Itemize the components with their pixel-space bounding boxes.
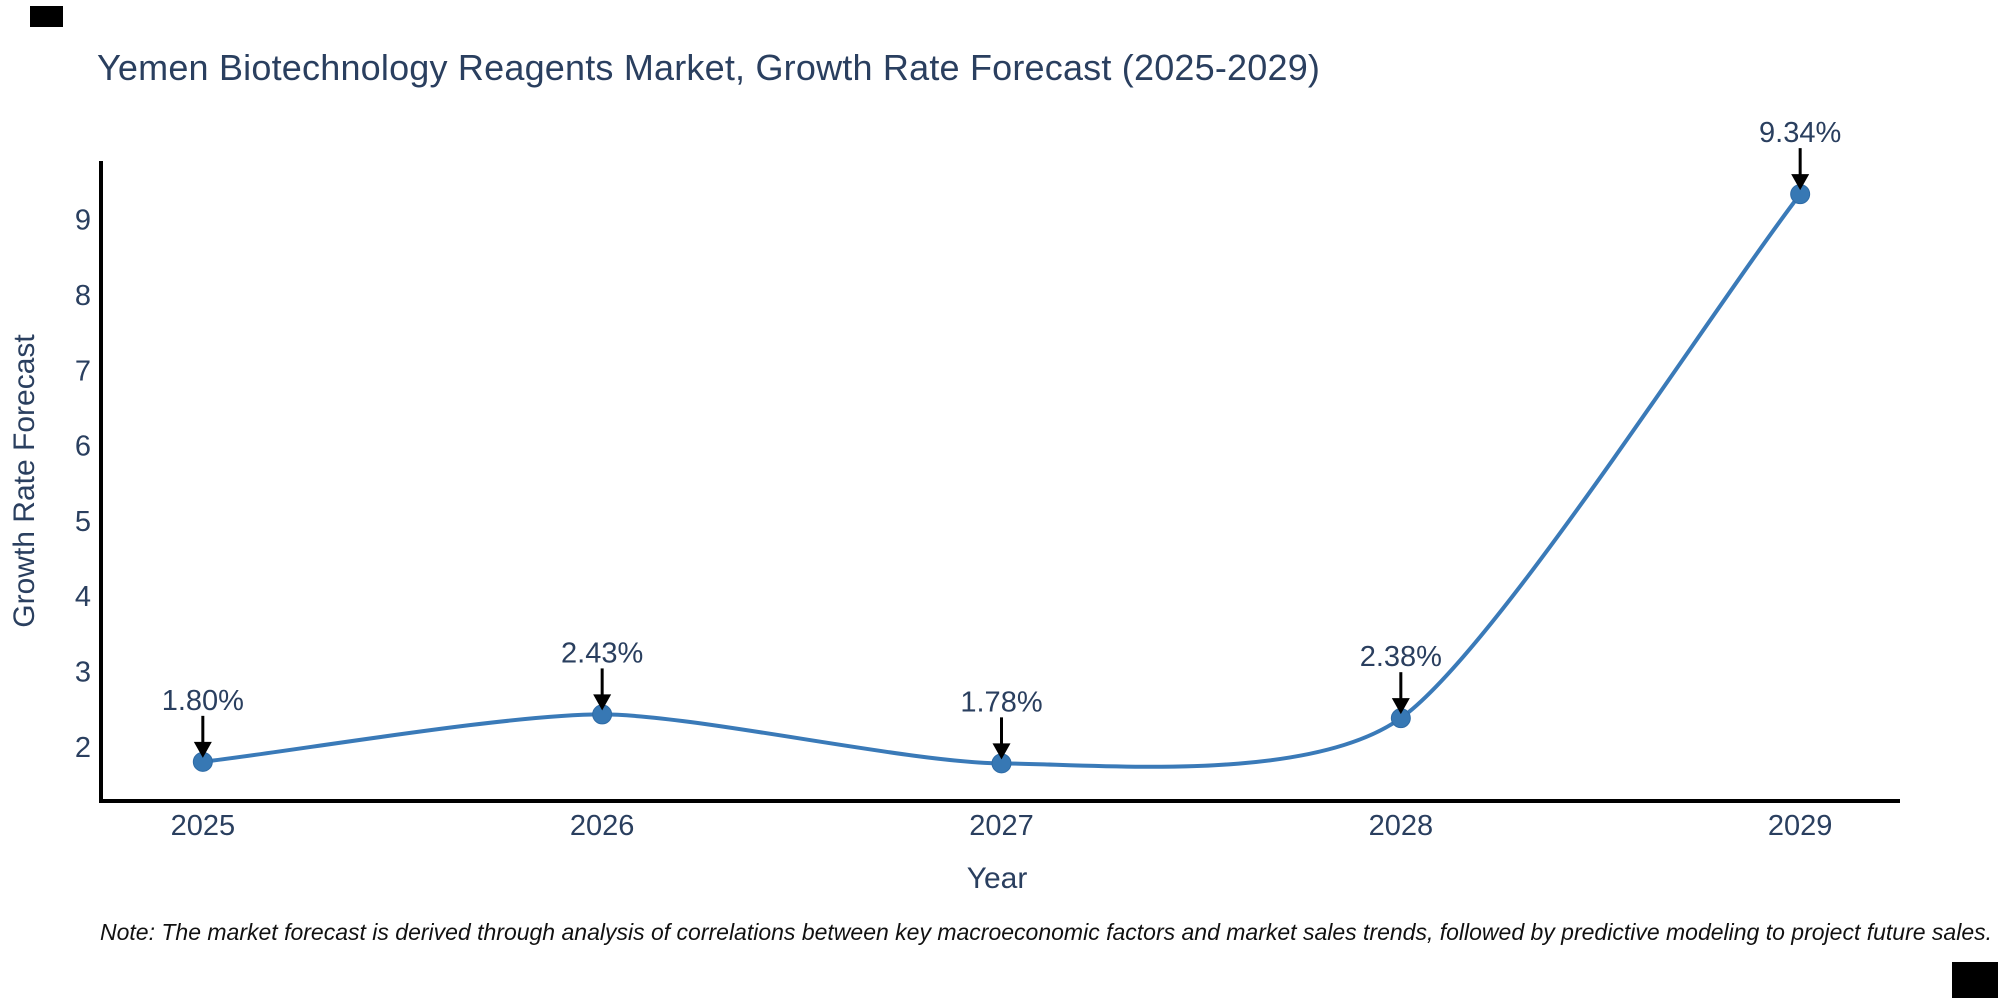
- annotation-arrowhead: [193, 741, 212, 758]
- x-tick-label: 2025: [171, 810, 236, 842]
- trend-line: [202, 192, 1802, 769]
- footnote: Note: The market forecast is derived thr…: [100, 919, 1993, 945]
- annotation-arrowhead: [1791, 174, 1810, 191]
- x-tick-label: 2026: [570, 810, 635, 842]
- y-tick-label: 2: [75, 732, 91, 764]
- x-axis-title: Year: [967, 862, 1028, 895]
- data-point-label: 1.78%: [960, 686, 1042, 718]
- y-tick-label: 7: [75, 355, 91, 387]
- x-tick-label: 2028: [1369, 810, 1434, 842]
- annotation-arrowhead: [593, 694, 612, 711]
- x-tick-label: 2029: [1768, 810, 1833, 842]
- annotation-arrowhead: [1391, 698, 1410, 715]
- annotation-arrowhead: [992, 743, 1011, 760]
- data-point-label: 2.43%: [561, 637, 643, 669]
- screen-corner-mark-bottom-right: [1952, 962, 1998, 998]
- screen-corner-mark-top-left: [30, 6, 63, 27]
- y-axis-title: Growth Rate Forecast: [8, 334, 41, 628]
- y-tick-label: 9: [75, 205, 91, 237]
- data-point-label: 9.34%: [1759, 117, 1841, 149]
- data-point-label: 1.80%: [162, 685, 244, 717]
- x-tick-label: 2027: [969, 810, 1034, 842]
- y-tick-label: 6: [75, 431, 91, 463]
- y-tick-label: 5: [75, 506, 91, 538]
- chart-title: Yemen Biotechnology Reagents Market, Gro…: [97, 47, 1321, 88]
- data-point-label: 2.38%: [1360, 641, 1442, 673]
- y-tick-label: 8: [75, 280, 91, 312]
- y-tick-label: 4: [75, 581, 91, 613]
- y-tick-label: 3: [75, 656, 91, 688]
